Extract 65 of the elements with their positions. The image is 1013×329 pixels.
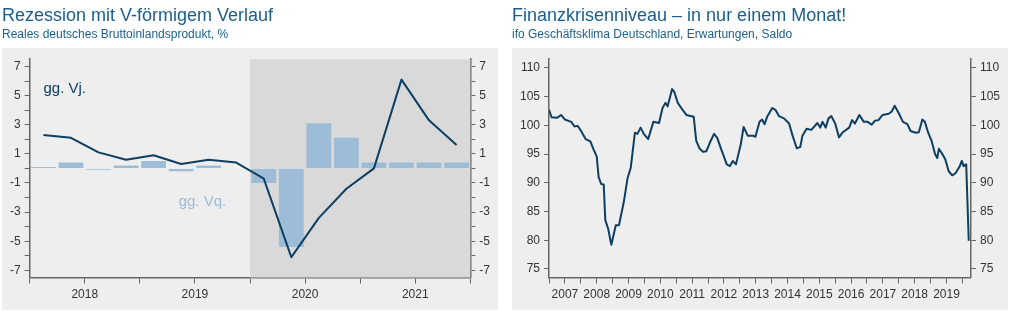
chart-subtitle: ifo Geschäftsklima Deutschland, Erwartungen, Saldo [512,26,794,42]
x-tick-label: 2015 [805,287,833,302]
bar [141,161,166,168]
x-tick-label: 2016 [837,287,865,302]
bar [58,162,84,168]
text: gg. Vj. [43,78,86,96]
bar [389,162,414,168]
x-tick-label: 2018 [71,287,99,302]
y-tick-label: 105 [519,88,541,103]
x-tick-label: 2018 [901,287,929,302]
y-tick-label: 80 [526,232,541,247]
y-tick-label: 75 [526,261,541,276]
bar [306,123,332,168]
y2-tick-label: -3 [479,204,491,219]
y-tick-label: 90 [526,175,541,190]
y2-tick-label: 95 [979,146,994,161]
y2-tick-label: 3 [479,117,487,132]
chart-title: Finanzkrisenniveau – in nur einem Monat! [512,4,848,26]
bar [113,165,139,168]
x-tick-label: 2019 [933,287,961,302]
x-tick-label: 2014 [774,287,802,302]
bar [278,168,304,248]
y2-tick-label: 7 [479,58,487,73]
y2-tick-label: 5 [479,87,487,102]
bar [196,165,222,168]
y2-tick-label: -7 [479,262,491,277]
y-tick-label: 1 [13,146,21,161]
chart-title: Rezession mit V-förmigem Verlauf [2,4,275,26]
y2-tick-label: 1 [479,146,487,161]
y-tick-label: 7 [13,58,21,73]
y-tick-label: 85 [526,203,541,218]
chart-subtitle: Reales deutsches Bruttoinlandsprodukt, % [2,26,230,42]
y2-tick-label: 105 [979,88,1001,103]
x-tick-label: 2009 [615,287,643,302]
y-tick-label: 3 [13,117,21,132]
x-tick-label: 2008 [583,287,611,302]
x-tick-label: 2021 [401,287,429,302]
y-tick-label: -3 [10,204,21,219]
x-tick-label: 2007 [551,287,579,302]
x-tick-label: 2012 [710,287,738,302]
x-tick-label: 2019 [181,287,209,302]
bar [444,162,469,168]
bar [334,137,359,168]
x-tick-label: 2020 [291,287,319,302]
y2-tick-label: 85 [979,203,994,218]
y2-tick-label: 100 [979,117,1001,132]
y2-tick-label: 110 [979,60,1000,75]
y-tick-label: -1 [10,175,21,190]
y2-tick-label: 90 [979,175,994,190]
y2-tick-label: -1 [479,175,491,190]
x-tick-label: 2013 [742,287,770,302]
x-tick-label: 2011 [679,287,706,302]
bar [416,162,442,168]
x-tick-label: 2017 [869,287,897,302]
series-label: gg. Vq. [178,192,227,210]
y-tick-label: 5 [13,87,21,102]
y2-tick-label: 80 [979,232,994,247]
y2-tick-label: -5 [479,233,491,248]
y-tick-label: 110 [520,60,541,75]
y2-tick-label: 75 [979,261,994,276]
y-tick-label: -7 [10,262,21,277]
y-tick-label: 95 [526,146,541,161]
x-tick-label: 2010 [646,287,674,302]
y-tick-label: -5 [10,233,21,248]
y-tick-label: 100 [519,117,541,132]
